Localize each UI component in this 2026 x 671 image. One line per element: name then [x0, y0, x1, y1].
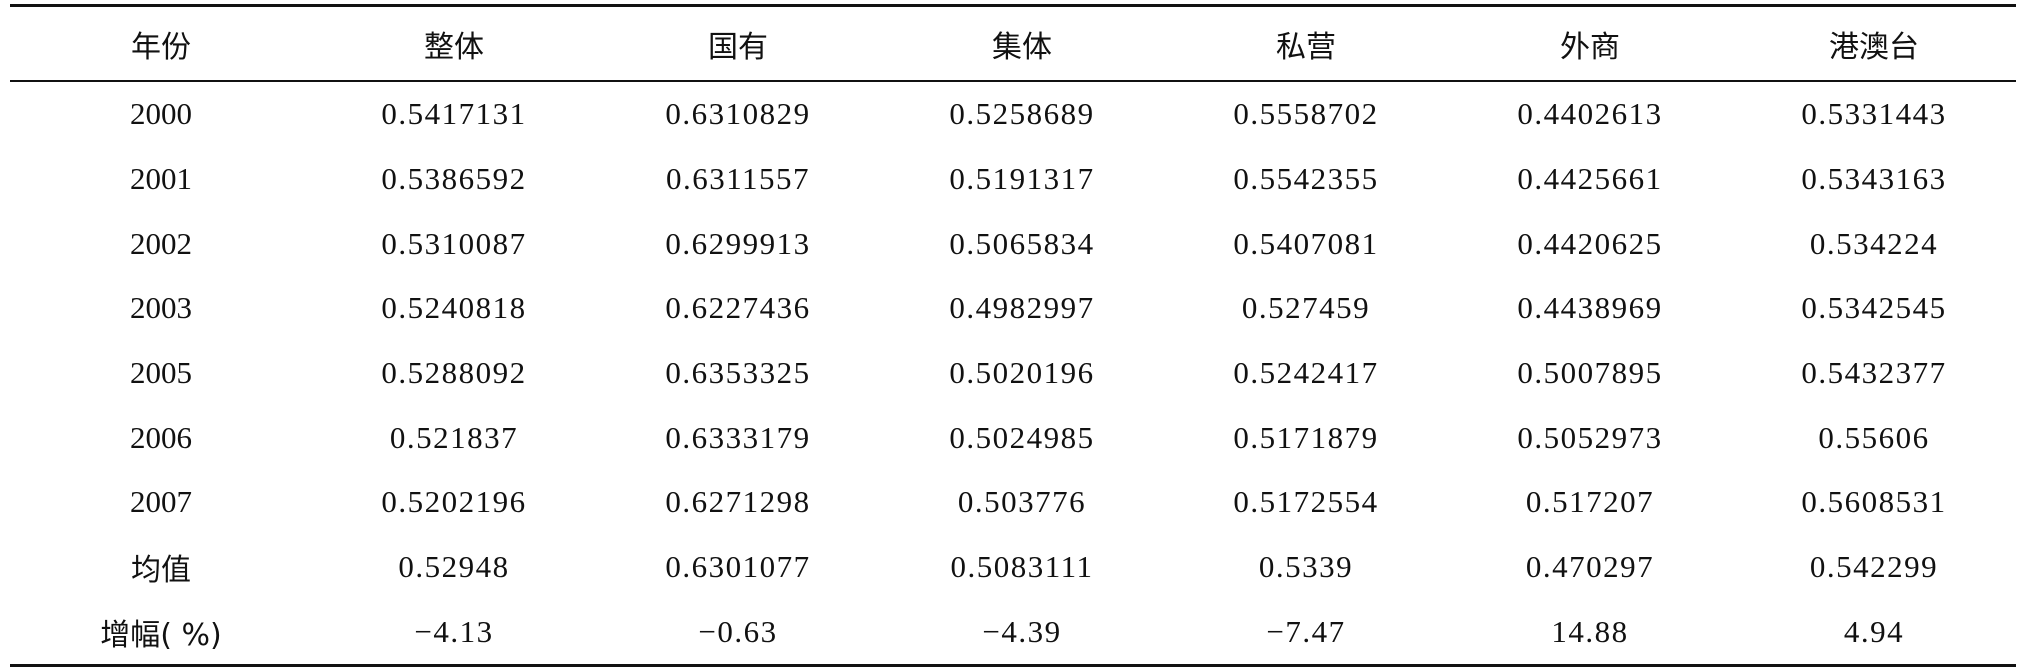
table-body: 2000 0.5417131 0.6310829 0.5258689 0.5558702… — [10, 81, 2016, 666]
cell: 0.5020196 — [949, 355, 1095, 391]
cell: 0.6311557 — [665, 161, 811, 197]
column-header: 年份 — [131, 29, 191, 65]
column-header: 集体 — [992, 29, 1052, 65]
table-row: 2001 0.5386592 0.6311557 0.5191317 0.5542355… — [10, 147, 2016, 212]
cell: 0.6299913 — [665, 225, 811, 261]
row-label: 均值 — [131, 553, 191, 589]
cell: 0.4425661 — [1517, 161, 1663, 197]
table-row: 增幅( %) −4.13 −0.63 −4.39 −7.47 14.88 4.94 — [10, 600, 2016, 666]
cell: 0.52948 — [398, 549, 510, 585]
table-row: 2006 0.521837 0.6333179 0.5024985 0.5171879 0… — [10, 405, 2016, 470]
cell: 0.5258689 — [949, 96, 1095, 132]
cell: 0.5288092 — [381, 355, 527, 391]
cell: 0.6301077 — [665, 549, 811, 585]
cell: −4.13 — [414, 613, 494, 649]
cell: 0.5240818 — [381, 290, 527, 326]
cell: 0.5343163 — [1801, 161, 1947, 197]
cell: 0.5342545 — [1801, 290, 1947, 326]
cell: −4.39 — [982, 613, 1062, 649]
cell: −7.47 — [1266, 613, 1346, 649]
cell: 0.527459 — [1241, 290, 1371, 326]
column-header: 整体 — [424, 29, 484, 65]
cell: 0.5331443 — [1801, 96, 1947, 132]
cell: 0.5542355 — [1233, 161, 1379, 197]
cell: 4.94 — [1843, 613, 1905, 649]
cell: 0.5608531 — [1801, 484, 1947, 520]
cell: 0.470297 — [1525, 549, 1655, 585]
column-header: 港澳台 — [1829, 29, 1919, 65]
cell: 0.517207 — [1525, 484, 1655, 520]
header-row: 年份 整体 国有 集体 私营 外商 港澳台 — [10, 5, 2016, 81]
cell: 0.5417131 — [381, 96, 527, 132]
cell: 0.6227436 — [665, 290, 811, 326]
cell: 0.6353325 — [665, 355, 811, 391]
cell: 0.5007895 — [1517, 355, 1663, 391]
cell: 0.521837 — [389, 419, 519, 455]
cell: 0.6333179 — [665, 419, 811, 455]
cell: 0.5339 — [1258, 549, 1354, 585]
cell: 0.4438969 — [1517, 290, 1663, 326]
cell: 0.5558702 — [1233, 96, 1379, 132]
cell: 0.503776 — [957, 484, 1087, 520]
cell: 0.55606 — [1818, 419, 1930, 455]
cell: 0.5191317 — [949, 161, 1095, 197]
cell: 0.6271298 — [665, 484, 811, 520]
cell: 0.5386592 — [381, 161, 527, 197]
row-label: 增幅( %) — [100, 617, 222, 653]
table-row: 2000 0.5417131 0.6310829 0.5258689 0.5558702… — [10, 81, 2016, 147]
cell: 0.4982997 — [949, 290, 1095, 326]
cell: 0.5172554 — [1233, 484, 1379, 520]
cell: 0.5202196 — [381, 484, 527, 520]
row-label: 2007 — [130, 484, 192, 520]
cell: 0.5065834 — [949, 225, 1095, 261]
cell: 0.5432377 — [1801, 355, 1947, 391]
table-row: 均值 0.52948 0.6301077 0.5083111 0.5339 0.47029… — [10, 535, 2016, 600]
column-header: 私营 — [1276, 29, 1336, 65]
data-table: 年份 整体 国有 集体 私营 外商 港澳台 2000 0.5417131 0.6310829 0.… — [10, 4, 2016, 667]
table-row: 2007 0.5202196 0.6271298 0.503776 0.5172554 0… — [10, 470, 2016, 535]
cell: 0.5052973 — [1517, 419, 1663, 455]
table-row: 2002 0.5310087 0.6299913 0.5065834 0.5407081… — [10, 211, 2016, 276]
cell: −0.63 — [698, 613, 778, 649]
cell: 0.5310087 — [381, 225, 527, 261]
table-row: 2005 0.5288092 0.6353325 0.5020196 0.5242417… — [10, 341, 2016, 406]
row-label: 2003 — [130, 290, 192, 326]
column-header: 国有 — [708, 29, 768, 65]
cell: 14.88 — [1551, 613, 1629, 649]
column-header: 外商 — [1560, 29, 1620, 65]
cell: 0.534224 — [1809, 225, 1939, 261]
row-label: 2000 — [130, 96, 192, 132]
row-label: 2005 — [130, 355, 192, 391]
table-row: 2003 0.5240818 0.6227436 0.4982997 0.527459 0… — [10, 276, 2016, 341]
cell: 0.5171879 — [1233, 419, 1379, 455]
row-label: 2006 — [130, 419, 192, 455]
cell: 0.542299 — [1809, 549, 1939, 585]
cell: 0.5407081 — [1233, 225, 1379, 261]
cell: 0.5083111 — [950, 549, 1094, 585]
row-label: 2002 — [130, 225, 192, 261]
cell: 0.4420625 — [1517, 225, 1663, 261]
cell: 0.5242417 — [1233, 355, 1379, 391]
cell: 0.5024985 — [949, 419, 1095, 455]
row-label: 2001 — [130, 161, 192, 197]
cell: 0.4402613 — [1517, 96, 1663, 132]
cell: 0.6310829 — [665, 96, 811, 132]
